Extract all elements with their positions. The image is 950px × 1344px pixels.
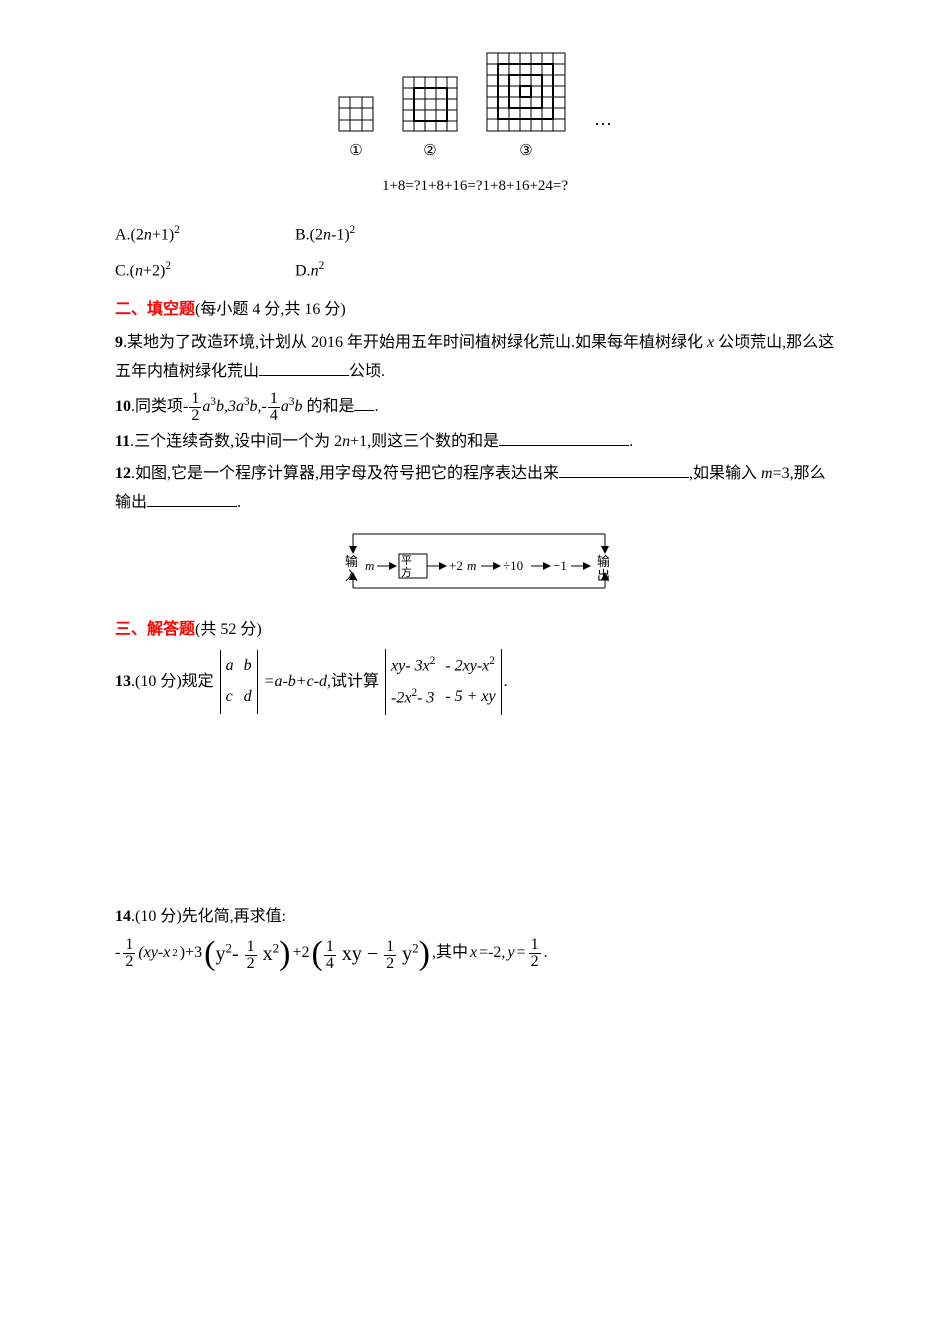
svg-text:m: m <box>467 558 476 573</box>
question-11: 11.三个连续奇数,设中间一个为 2n+1,则这三个数的和是. <box>115 428 835 457</box>
svg-text:+2: +2 <box>449 558 463 573</box>
question-14-header: 14.(10 分)先化简,再求值: <box>115 903 835 932</box>
question-14-expr: - 12 (xy-x2)+3 ( y2- 12 x2 ) +2 ( 14 xy … <box>115 936 835 972</box>
q8-options-row1: A.(2n+1)2 B.(2n-1)2 <box>115 220 835 250</box>
section-3-header: 三、解答题(共 52 分) <box>115 616 835 645</box>
flow-var: m <box>365 558 374 573</box>
flow-svg: 输 入 m 平 方 +2 m ÷10 −1 <box>315 526 635 596</box>
q8-option-a: A.(2n+1)2 <box>115 220 295 250</box>
grid-3-label: ③ <box>519 138 532 165</box>
det-abcd: ab cd <box>218 650 260 714</box>
grid-1-label: ① <box>349 138 362 165</box>
q9-blank <box>259 359 349 376</box>
figure-ellipsis: … <box>594 103 612 165</box>
grid-2-svg <box>402 76 458 132</box>
grid-1-svg <box>338 96 374 132</box>
question-10: 10.同类项-12a3b,3a3b,-14a3b 的和是. <box>115 391 835 424</box>
question-9: 9.某地为了改造环境,计划从 2016 年开始用五年时间植树绿化荒山.如果每年植… <box>115 329 835 387</box>
grid-2: ② <box>402 76 458 165</box>
flow-diagram: 输 入 m 平 方 +2 m ÷10 −1 <box>115 526 835 596</box>
pattern-figures: ① ② ③ … <box>115 52 835 165</box>
q12-blank-1 <box>559 461 689 478</box>
q12-blank-2 <box>147 490 237 507</box>
grid-3-svg <box>486 52 566 132</box>
grid-3: ③ <box>486 52 566 165</box>
q10-blank <box>354 394 374 411</box>
question-12: 12.如图,它是一个程序计算器,用字母及符号把它的程序表达出来,如果输入 m=3… <box>115 460 835 518</box>
grid-1: ① <box>338 96 374 165</box>
question-13: 13.(10 分)规定 ab cd =a-b+c-d,试计算 xy- 3x2 -… <box>115 649 835 715</box>
q8-option-d: D.n2 <box>295 256 475 286</box>
q8-option-c: C.(n+2)2 <box>115 256 295 286</box>
flow-in-char1: 输 <box>345 554 358 569</box>
svg-text:−1: −1 <box>553 558 567 573</box>
svg-text:÷10: ÷10 <box>503 558 523 573</box>
grid-2-label: ② <box>423 138 436 165</box>
section-2-header: 二、填空题(每小题 4 分,共 16 分) <box>115 296 835 325</box>
q8-options-row2: C.(n+2)2 D.n2 <box>115 256 835 286</box>
svg-text:输: 输 <box>597 554 610 569</box>
svg-text:平: 平 <box>401 555 412 567</box>
det-xy: xy- 3x2 - 2xy-x2 -2x2- 3 - 5 + xy <box>383 649 504 715</box>
q13-workspace <box>115 719 835 899</box>
svg-text:方: 方 <box>401 565 412 579</box>
q8-option-b: B.(2n-1)2 <box>295 220 475 250</box>
figure-caption: 1+8=?1+8+16=?1+8+16+24=? <box>115 173 835 200</box>
q11-blank <box>499 429 629 446</box>
